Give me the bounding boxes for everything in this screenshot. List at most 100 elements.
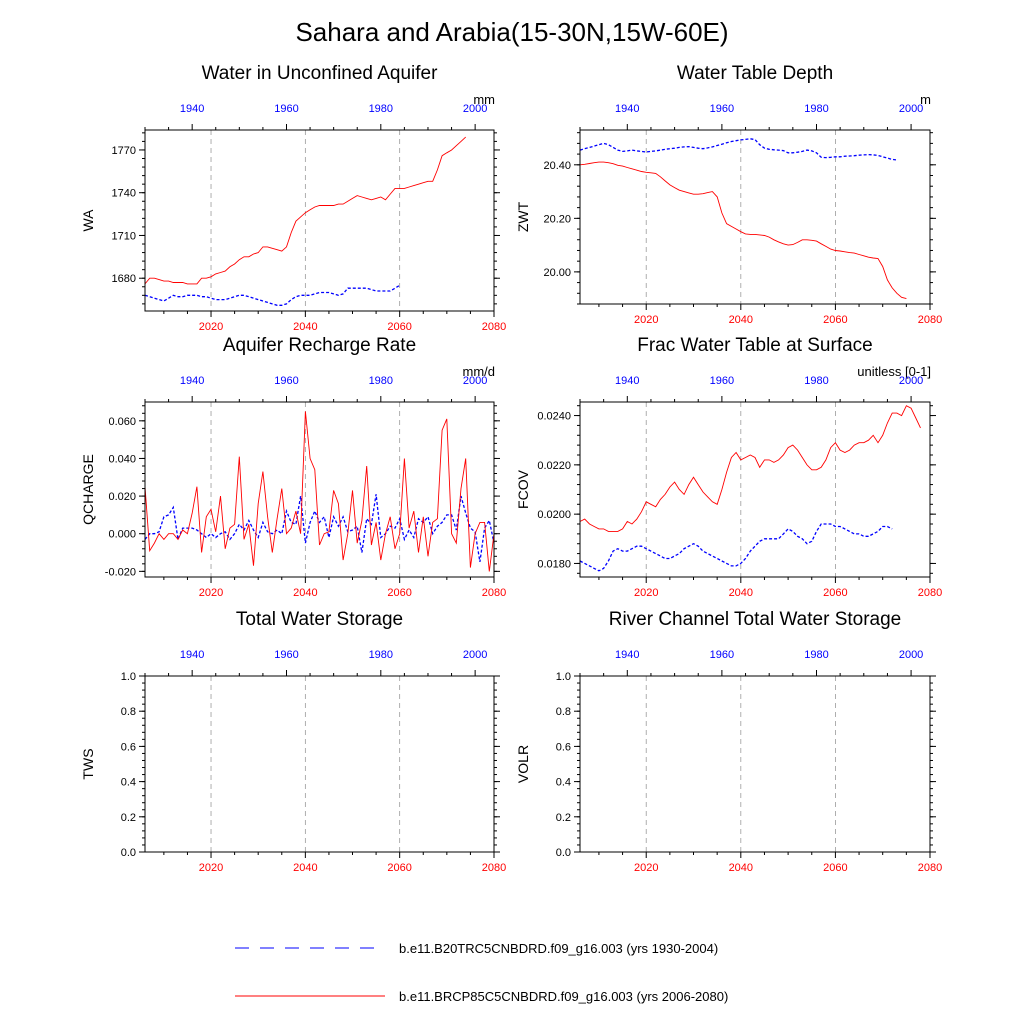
- x-tick-label-top: 1960: [274, 649, 298, 661]
- y-tick-label: 0.2: [556, 812, 571, 824]
- y-tick-label: 1.0: [556, 671, 571, 683]
- y-tick-label: 0.0: [121, 847, 136, 859]
- x-tick-label-top: 1960: [710, 375, 734, 387]
- units-label: mm: [473, 92, 495, 107]
- y-axis-label: QCHARGE: [80, 454, 96, 525]
- x-tick-label-bottom: 2040: [293, 321, 317, 333]
- y-tick-label: 0.6: [556, 741, 571, 753]
- y-axis-label: VOLR: [515, 745, 531, 783]
- y-axis-label: TWS: [80, 748, 96, 779]
- units-label: m: [920, 92, 931, 107]
- y-axis-label: WA: [80, 209, 96, 232]
- y-tick-label: 1680: [112, 273, 136, 285]
- y-tick-label: 0.2: [121, 812, 136, 824]
- x-tick-label-top: 1940: [180, 375, 204, 387]
- plot-frame: [144, 675, 495, 853]
- legend-label: b.e11.BRCP85C5CNBDRD.f09_g16.003 (yrs 20…: [399, 989, 728, 1004]
- x-tick-label-top: 1940: [180, 103, 204, 115]
- legend: b.e11.B20TRC5CNBDRD.f09_g16.003 (yrs 193…: [235, 941, 728, 1004]
- x-tick-label-top: 2000: [463, 103, 487, 115]
- x-tick-label-top: 2000: [899, 649, 923, 661]
- y-tick-label: 0.6: [121, 741, 136, 753]
- y-tick-label: 1.0: [121, 671, 136, 683]
- x-tick-label-bottom: 2080: [918, 314, 942, 326]
- panel-volr: River Channel Total Water Storage VOLR 0.0…: [515, 609, 942, 874]
- panel-title: Total Water Storage: [236, 609, 403, 630]
- x-tick-label-bottom: 2060: [823, 862, 847, 874]
- series-line-rcp85: [579, 405, 921, 532]
- x-tick-label-bottom: 2040: [293, 862, 317, 874]
- series-line-rcp85: [144, 411, 495, 572]
- x-tick-label-bottom: 2080: [482, 587, 506, 599]
- series-line-rcp85: [144, 136, 467, 285]
- units-label: unitless [0-1]: [857, 364, 931, 379]
- legend-label: b.e11.B20TRC5CNBDRD.f09_g16.003 (yrs 193…: [399, 941, 718, 956]
- panel-qcharge: Aquifer Recharge Rate mm/d QCHARGE -0.020 0.…: [80, 335, 506, 599]
- y-tick-label: 0.0240: [537, 411, 571, 423]
- x-tick-label-top: 1980: [804, 649, 828, 661]
- x-tick-label-bottom: 2040: [293, 587, 317, 599]
- x-tick-label-bottom: 2020: [199, 587, 223, 599]
- y-tick-label: 20.20: [543, 213, 571, 225]
- y-tick-label: 20.40: [543, 160, 571, 172]
- y-tick-label: 0.0180: [537, 558, 571, 570]
- x-tick-label-bottom: 2040: [729, 862, 753, 874]
- y-tick-label: 0.020: [108, 491, 136, 503]
- y-tick-label: 0.0220: [537, 460, 571, 472]
- x-tick-label-top: 1940: [615, 103, 639, 115]
- x-tick-label-bottom: 2040: [729, 314, 753, 326]
- plot-frame: [579, 401, 931, 578]
- x-tick-label-bottom: 2060: [823, 314, 847, 326]
- y-tick-label: 0.060: [108, 416, 136, 428]
- x-tick-label-top: 2000: [463, 375, 487, 387]
- series-line-rcp85: [579, 161, 907, 300]
- panel-tws: Total Water Storage TWS 0.0 0.2 0.4 0.6 0.8 1.0…: [80, 609, 506, 874]
- x-tick-label-top: 2000: [463, 649, 487, 661]
- x-tick-label-top: 1980: [369, 103, 393, 115]
- series-line-historical: [579, 138, 897, 161]
- panel-wa: Water in Unconfined Aquifer mm WA 1680 1710 1…: [80, 63, 506, 333]
- series-line-historical: [579, 523, 893, 572]
- x-tick-label-bottom: 2020: [199, 321, 223, 333]
- panel-fcov: Frac Water Table at Surface unitless [0-1…: [515, 335, 942, 599]
- x-tick-label-bottom: 2080: [918, 587, 942, 599]
- y-tick-label: 0.0200: [537, 509, 571, 521]
- x-tick-label-top: 1980: [804, 375, 828, 387]
- y-tick-label: -0.020: [105, 566, 136, 578]
- y-axis-label: ZWT: [515, 201, 531, 232]
- y-tick-label: 20.00: [543, 267, 571, 279]
- panel-title: Frac Water Table at Surface: [637, 335, 873, 356]
- x-tick-label-bottom: 2080: [482, 321, 506, 333]
- x-tick-label-bottom: 2060: [387, 321, 411, 333]
- x-tick-label-bottom: 2060: [823, 587, 847, 599]
- y-tick-label: 0.4: [121, 777, 136, 789]
- x-tick-label-bottom: 2060: [387, 587, 411, 599]
- y-tick-label: 1740: [112, 188, 136, 200]
- x-tick-label-bottom: 2080: [482, 862, 506, 874]
- panel-title: Aquifer Recharge Rate: [223, 335, 416, 356]
- plot-frame: [144, 129, 495, 312]
- x-tick-label-top: 1980: [804, 103, 828, 115]
- x-tick-label-top: 2000: [899, 375, 923, 387]
- x-tick-label-top: 1940: [615, 649, 639, 661]
- figure-title: Sahara and Arabia(15-30N,15W-60E): [295, 17, 728, 47]
- y-tick-label: 1770: [112, 145, 136, 157]
- panel-title: Water Table Depth: [677, 63, 833, 84]
- plot-frame: [579, 129, 931, 305]
- y-tick-label: 0.0: [556, 847, 571, 859]
- y-axis-label: FCOV: [515, 469, 531, 509]
- panel-title: River Channel Total Water Storage: [609, 609, 902, 630]
- x-tick-label-bottom: 2040: [729, 587, 753, 599]
- x-tick-label-top: 2000: [899, 103, 923, 115]
- y-tick-label: 0.8: [556, 706, 571, 718]
- x-tick-label-bottom: 2080: [918, 862, 942, 874]
- y-tick-label: 0.4: [556, 777, 571, 789]
- x-tick-label-bottom: 2020: [634, 314, 658, 326]
- y-tick-label: 1710: [112, 230, 136, 242]
- plot-frame: [144, 401, 495, 578]
- panels: Water in Unconfined Aquifer mm WA 1680 1710 1…: [80, 63, 942, 874]
- series-line-historical: [144, 494, 495, 563]
- x-tick-label-bottom: 2020: [634, 862, 658, 874]
- plot-frame: [579, 675, 931, 853]
